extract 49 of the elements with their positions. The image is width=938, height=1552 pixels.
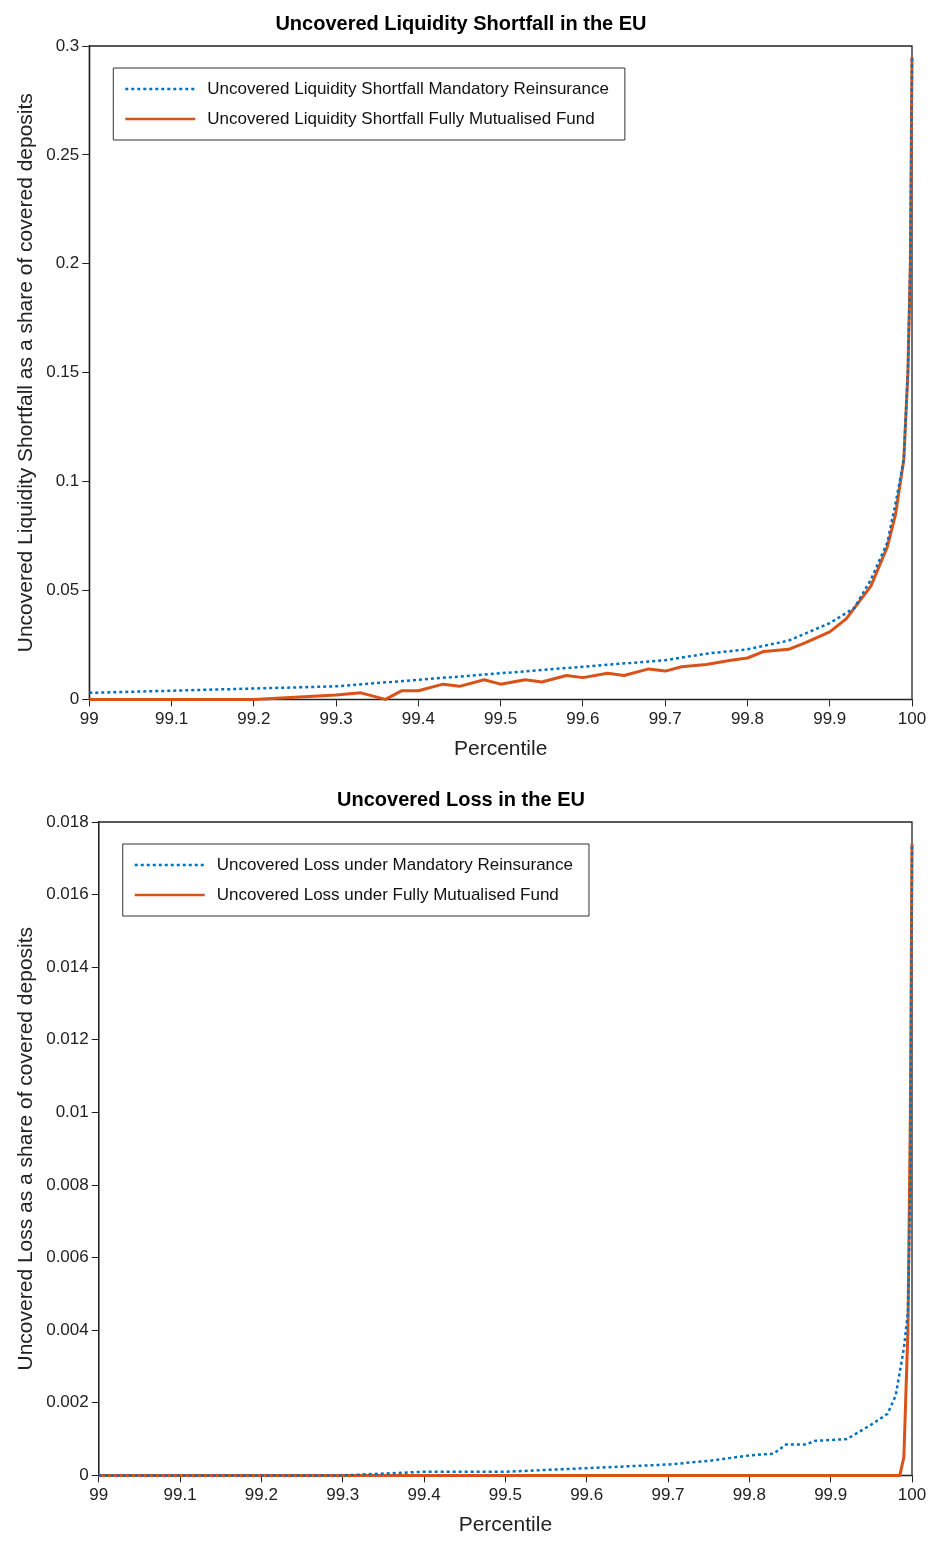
x-tick-label: 99.7 bbox=[648, 709, 682, 729]
x-tick-label: 99.4 bbox=[407, 1485, 441, 1505]
y-tick-label: 0.012 bbox=[46, 1029, 89, 1049]
x-tick-label: 99.2 bbox=[244, 1485, 278, 1505]
x-tick-label: 99.8 bbox=[732, 1485, 766, 1505]
y-tick-label: 0 bbox=[79, 1465, 89, 1485]
chart-title: Uncovered Loss in the EU bbox=[337, 787, 585, 810]
x-axis-title: Percentile bbox=[458, 1512, 553, 1536]
x-tick-label: 99.6 bbox=[566, 709, 600, 729]
x-axis-title: Percentile bbox=[453, 736, 548, 760]
x-tick-label: 99.9 bbox=[813, 709, 847, 729]
y-axis-title: Uncovered Liquidity Shortfall as a share of covered deposits bbox=[13, 93, 37, 653]
x-tick-label: 99.6 bbox=[570, 1485, 604, 1505]
legend-label: Uncovered Liquidity Shortfall Mandatory Reinsurance bbox=[207, 78, 609, 98]
y-tick-label: 0.018 bbox=[46, 811, 89, 831]
y-tick-label: 0.002 bbox=[46, 1392, 89, 1412]
y-tick-label: 0.01 bbox=[55, 1102, 89, 1122]
y-tick-label: 0.016 bbox=[46, 884, 89, 904]
y-tick-label: 0.014 bbox=[46, 956, 89, 976]
x-tick-label: 99 bbox=[89, 1485, 109, 1505]
y-axis-title: Uncovered Loss as a share of covered deposits bbox=[13, 926, 37, 1371]
y-tick-label: 0 bbox=[69, 689, 80, 709]
y-tick-label: 0.004 bbox=[46, 1319, 89, 1339]
legend-label: Uncovered Liquidity Shortfall Fully Mutualised Fund bbox=[207, 108, 595, 128]
x-tick-label: 99 bbox=[79, 709, 99, 729]
x-tick-label: 99.2 bbox=[237, 709, 271, 729]
y-tick-label: 0.15 bbox=[46, 362, 80, 382]
x-tick-label: 99.4 bbox=[401, 709, 435, 729]
x-tick-label: 99.3 bbox=[319, 709, 353, 729]
y-tick-label: 0.05 bbox=[46, 580, 80, 600]
x-tick-label: 99.3 bbox=[326, 1485, 360, 1505]
x-tick-label: 99.9 bbox=[814, 1485, 848, 1505]
legend-label: Uncovered Loss under Fully Mutualised Fund bbox=[216, 884, 559, 904]
y-tick-label: 0.1 bbox=[55, 471, 80, 491]
x-tick-label: 99.5 bbox=[484, 709, 518, 729]
x-tick-label: 99.7 bbox=[651, 1485, 685, 1505]
x-tick-label: 99.1 bbox=[155, 709, 189, 729]
y-tick-label: 0.3 bbox=[55, 35, 80, 55]
legend-label: Uncovered Loss under Mandatory Reinsurance bbox=[216, 854, 574, 874]
y-tick-label: 0.006 bbox=[46, 1247, 89, 1267]
x-tick-label: 100 bbox=[897, 709, 927, 729]
y-tick-label: 0.25 bbox=[46, 144, 80, 164]
x-tick-label: 99.5 bbox=[488, 1485, 522, 1505]
x-tick-label: 100 bbox=[897, 1485, 927, 1505]
y-tick-label: 0.008 bbox=[46, 1174, 89, 1194]
x-tick-label: 99.1 bbox=[163, 1485, 197, 1505]
x-tick-label: 99.8 bbox=[730, 709, 764, 729]
chart-title: Uncovered Liquidity Shortfall in the EU bbox=[275, 11, 647, 34]
y-tick-label: 0.2 bbox=[55, 253, 80, 273]
